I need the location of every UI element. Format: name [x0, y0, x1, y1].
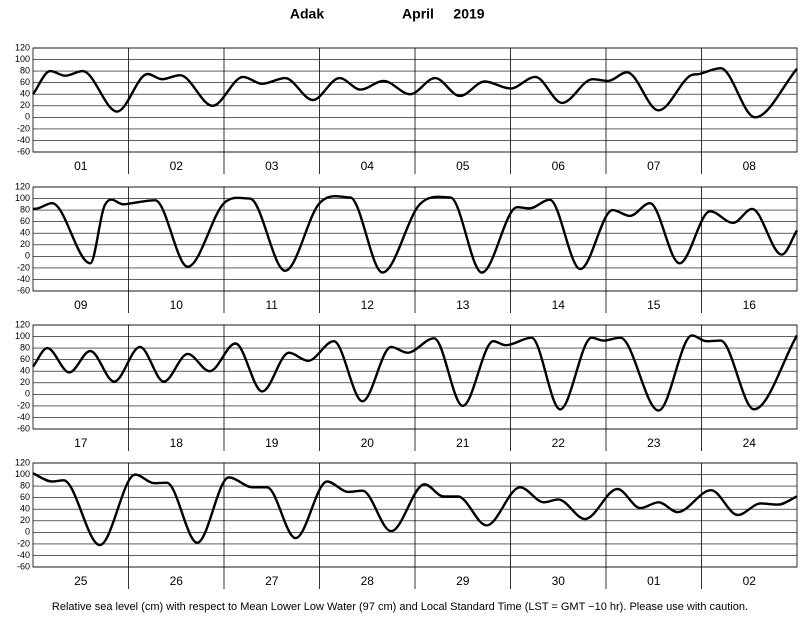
day-label: 06	[552, 159, 566, 173]
y-tick-label: 40	[20, 504, 30, 514]
day-label: 22	[552, 436, 566, 450]
day-label: 03	[265, 159, 279, 173]
y-tick-label: -40	[17, 135, 30, 145]
day-label: 25	[74, 574, 88, 588]
y-tick-label: 100	[15, 331, 30, 341]
day-label: 10	[170, 298, 184, 312]
y-tick-label: 20	[20, 100, 30, 110]
day-label: 21	[456, 436, 470, 450]
y-tick-label: 80	[20, 480, 30, 490]
y-tick-label: 60	[20, 216, 30, 226]
day-label: 24	[743, 436, 757, 450]
y-tick-label: 20	[20, 377, 30, 387]
day-label: 23	[647, 436, 661, 450]
y-tick-label: 80	[20, 204, 30, 214]
y-tick-label: 120	[15, 319, 30, 329]
y-tick-label: 100	[15, 193, 30, 203]
y-tick-label: 0	[25, 251, 30, 261]
day-label: 08	[743, 159, 757, 173]
day-label: 09	[74, 298, 88, 312]
y-tick-label: 100	[15, 469, 30, 479]
y-tick-label: 40	[20, 228, 30, 238]
day-label: 30	[552, 574, 566, 588]
day-label: 04	[361, 159, 375, 173]
y-tick-label: -40	[17, 412, 30, 422]
plot-frame	[32, 47, 798, 153]
day-label: 20	[361, 436, 375, 450]
y-tick-label: 80	[20, 342, 30, 352]
plot-frame	[32, 324, 798, 430]
y-tick-label: 120	[15, 457, 30, 467]
tide-line	[32, 194, 799, 274]
y-tick-label: 0	[25, 112, 30, 122]
y-tick-label: -60	[17, 423, 30, 433]
day-label: 07	[647, 159, 661, 173]
y-tick-label: 40	[20, 366, 30, 376]
y-tick-label: -20	[17, 262, 30, 272]
y-tick-label: 120	[15, 181, 30, 191]
y-tick-label: 80	[20, 65, 30, 75]
tide-line	[32, 472, 798, 547]
y-tick-label: -40	[17, 274, 30, 284]
day-label: 26	[170, 574, 184, 588]
month: April	[402, 6, 434, 22]
y-tick-label: 100	[15, 54, 30, 64]
caption: Relative sea level (cm) with respect to …	[52, 601, 748, 613]
day-label: 27	[265, 574, 279, 588]
y-tick-label: -20	[17, 400, 30, 410]
day-label: 02	[170, 159, 184, 173]
y-tick-label: 60	[20, 492, 30, 502]
y-tick-label: 60	[20, 77, 30, 87]
day-label: 15	[647, 298, 661, 312]
y-tick-label: -60	[17, 285, 30, 295]
day-label: 01	[74, 159, 88, 173]
day-label: 13	[456, 298, 470, 312]
day-label: 17	[74, 436, 88, 450]
station: Adak	[290, 6, 324, 22]
y-tick-label: -20	[17, 538, 30, 548]
day-label: 14	[552, 298, 566, 312]
year: 2019	[453, 6, 484, 22]
day-label: 01	[647, 574, 661, 588]
day-label: 05	[456, 159, 470, 173]
y-tick-label: 0	[25, 389, 30, 399]
y-tick-label: 20	[20, 515, 30, 525]
day-label: 02	[743, 574, 757, 588]
y-tick-label: -60	[17, 561, 30, 571]
plot-frame	[32, 462, 798, 568]
y-tick-label: -40	[17, 550, 30, 560]
day-label: 29	[456, 574, 470, 588]
tide-line	[32, 67, 798, 119]
day-label: 12	[361, 298, 375, 312]
y-tick-label: 60	[20, 354, 30, 364]
plot-frame	[32, 186, 798, 292]
tide-line	[32, 334, 799, 412]
day-label: 18	[170, 436, 184, 450]
day-label: 28	[361, 574, 375, 588]
y-tick-label: -20	[17, 123, 30, 133]
day-label: 11	[266, 298, 279, 312]
day-label: 19	[265, 436, 279, 450]
y-tick-label: 0	[25, 527, 30, 537]
y-tick-label: -60	[17, 146, 30, 156]
y-tick-label: 120	[15, 42, 30, 52]
day-label: 16	[743, 298, 757, 312]
y-tick-label: 20	[20, 239, 30, 249]
y-tick-label: 40	[20, 89, 30, 99]
